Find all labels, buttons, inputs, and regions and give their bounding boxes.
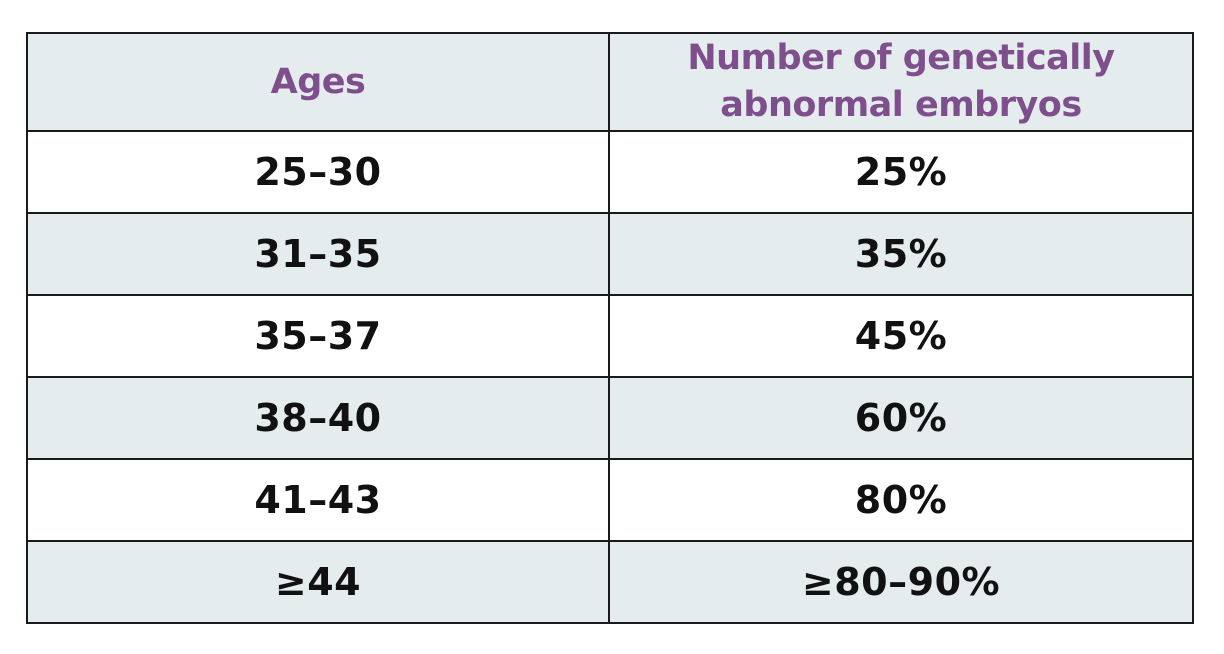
header-abnormal-embryos: Number of genetically abnormal embryos	[608, 32, 1194, 132]
cell-percentage: 35%	[608, 212, 1194, 296]
embryo-table-container: Ages Number of genetically abnormal embr…	[26, 32, 1194, 624]
cell-percentage: 80%	[608, 458, 1194, 542]
cell-ages: 35–37	[26, 294, 610, 378]
cell-ages: 25–30	[26, 130, 610, 214]
table-row: 25–30 25%	[26, 130, 1194, 214]
header-abnormal-embryos-line2: abnormal embryos	[720, 85, 1082, 125]
cell-ages: 38–40	[26, 376, 610, 460]
header-ages: Ages	[26, 32, 610, 132]
table-row: ≥44 ≥80–90%	[26, 540, 1194, 624]
cell-percentage: ≥80–90%	[608, 540, 1194, 624]
embryo-abnormality-table: Ages Number of genetically abnormal embr…	[26, 32, 1194, 624]
cell-percentage: 45%	[608, 294, 1194, 378]
table-row: 38–40 60%	[26, 376, 1194, 460]
cell-ages: ≥44	[26, 540, 610, 624]
table-row: 41–43 80%	[26, 458, 1194, 542]
cell-ages: 31–35	[26, 212, 610, 296]
table-row: 31–35 35%	[26, 212, 1194, 296]
header-abnormal-embryos-line1: Number of genetically	[687, 38, 1115, 78]
cell-percentage: 60%	[608, 376, 1194, 460]
cell-percentage: 25%	[608, 130, 1194, 214]
table-header-row: Ages Number of genetically abnormal embr…	[26, 32, 1194, 132]
table-row: 35–37 45%	[26, 294, 1194, 378]
cell-ages: 41–43	[26, 458, 610, 542]
